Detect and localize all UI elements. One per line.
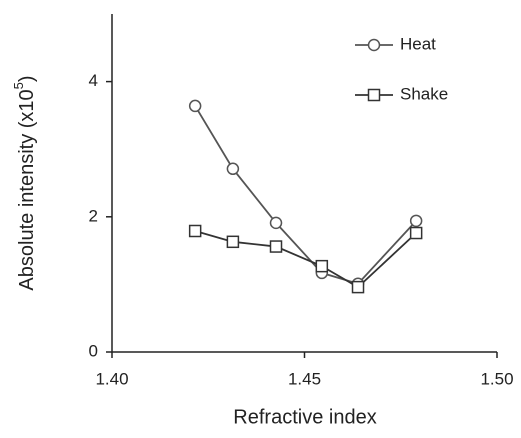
marker [409,214,423,228]
y-axis-label-text: Absolute intensity (x10 [16,89,38,290]
y-axis-label: Absolute intensity (x105) [11,75,38,290]
axes [111,14,497,353]
y-tick-label: 0 [89,341,98,360]
legend-label: Shake [400,84,448,103]
x-tick-label: 1.40 [95,369,128,388]
legend-marker [367,38,381,52]
marker [269,240,283,253]
y-tick-label: 4 [89,71,98,90]
marker [409,226,423,240]
legend-marker [367,88,381,102]
marker [351,280,365,294]
series-line [194,105,417,285]
marker [226,235,240,249]
x-tick-label: 1.45 [288,369,321,388]
marker [188,99,202,113]
legend-label: Heat [400,34,436,53]
y-tick-label: 2 [89,206,98,225]
marker [269,216,283,230]
marker [315,259,329,273]
marker [188,224,202,238]
series-line [194,230,417,289]
y-axis-label-end: ) [16,75,38,82]
x-tick-label: 1.50 [480,369,513,388]
x-axis-label: Refractive index [233,406,376,428]
marker [226,162,240,176]
y-axis-label-exponent: 5 [11,82,26,89]
